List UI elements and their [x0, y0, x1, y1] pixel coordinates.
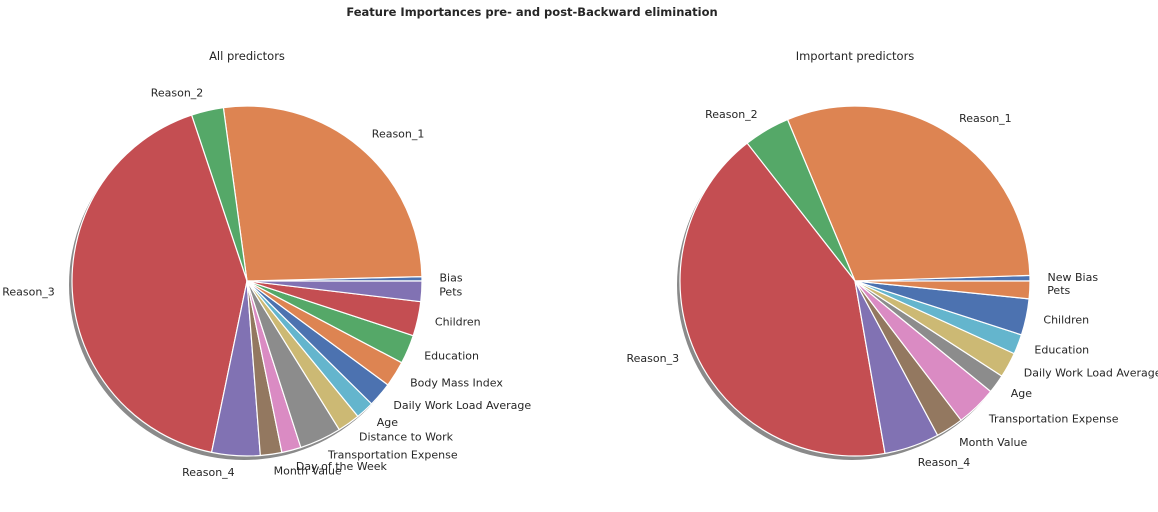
pie-label-daily-work-load-average: Daily Work Load Average	[1024, 367, 1158, 380]
pie-label-age: Age	[377, 416, 399, 429]
pie-label-new-bias: New Bias	[1048, 271, 1099, 284]
pie-label-pets: Pets	[439, 285, 462, 298]
pie-chart-all-predictors: All predictors Bias Reason_1 Reason_2 Reaso…	[2, 49, 531, 479]
pie-label-reason-1: Reason_1	[959, 112, 1012, 125]
pie-label-month-value: Month Value	[274, 465, 342, 478]
pie-label-education: Education	[1034, 344, 1089, 357]
pie-label-transportation-expense: Transportation Expense	[327, 449, 458, 462]
slices-all-predictors: Bias Reason_1 Reason_2 Reason_3 Reason_4 Mont…	[2, 87, 531, 480]
pie-label-transportation-expense: Transportation Expense	[988, 412, 1119, 425]
pie-label-education: Education	[424, 349, 479, 362]
pie-label-day-of-the-week: Day of the Week	[296, 460, 388, 473]
pie-slice-reason-1	[222, 105, 423, 282]
pie-label-reason-1: Reason_1	[372, 127, 425, 140]
pie-chart-important-predictors: Important predictors New Bias Reason_1 Rea…	[627, 49, 1158, 469]
pie-label-age: Age	[1011, 387, 1033, 400]
pie-slice-reason-1	[786, 105, 1031, 282]
pie-title-all-predictors: All predictors	[209, 49, 285, 63]
pie-slice-pets	[854, 280, 1031, 300]
pie-label-daily-work-load-average: Daily Work Load Average	[393, 399, 531, 412]
pie-label-reason-4: Reason_4	[182, 466, 235, 479]
pie-label-reason-2: Reason_2	[705, 108, 758, 121]
slices-important-predictors: New Bias Reason_1 Reason_2 Reason_3 Reason_4…	[627, 105, 1158, 469]
pie-label-reason-4: Reason_4	[918, 456, 971, 469]
pie-label-reason-3: Reason_3	[2, 285, 55, 298]
pie-label-distance-to-work: Distance to Work	[359, 431, 454, 444]
pie-title-important-predictors: Important predictors	[796, 49, 915, 63]
pie-label-children: Children	[435, 316, 481, 329]
figure-suptitle: Feature Importances pre- and post-Backwa…	[346, 5, 717, 19]
pie-slice-reason-3	[71, 114, 248, 453]
pie-label-reason-2: Reason_2	[151, 87, 204, 100]
pie-label-children: Children	[1043, 314, 1089, 327]
pie-label-reason-3: Reason_3	[627, 352, 680, 365]
pie-label-pets: Pets	[1047, 284, 1070, 297]
pie-slice-reason-3	[679, 142, 886, 457]
pie-label-body-mass-index: Body Mass Index	[410, 376, 503, 389]
pie-slice-pets	[246, 280, 423, 303]
pie-label-bias: Bias	[440, 272, 463, 285]
pie-label-month-value: Month Value	[959, 436, 1027, 449]
